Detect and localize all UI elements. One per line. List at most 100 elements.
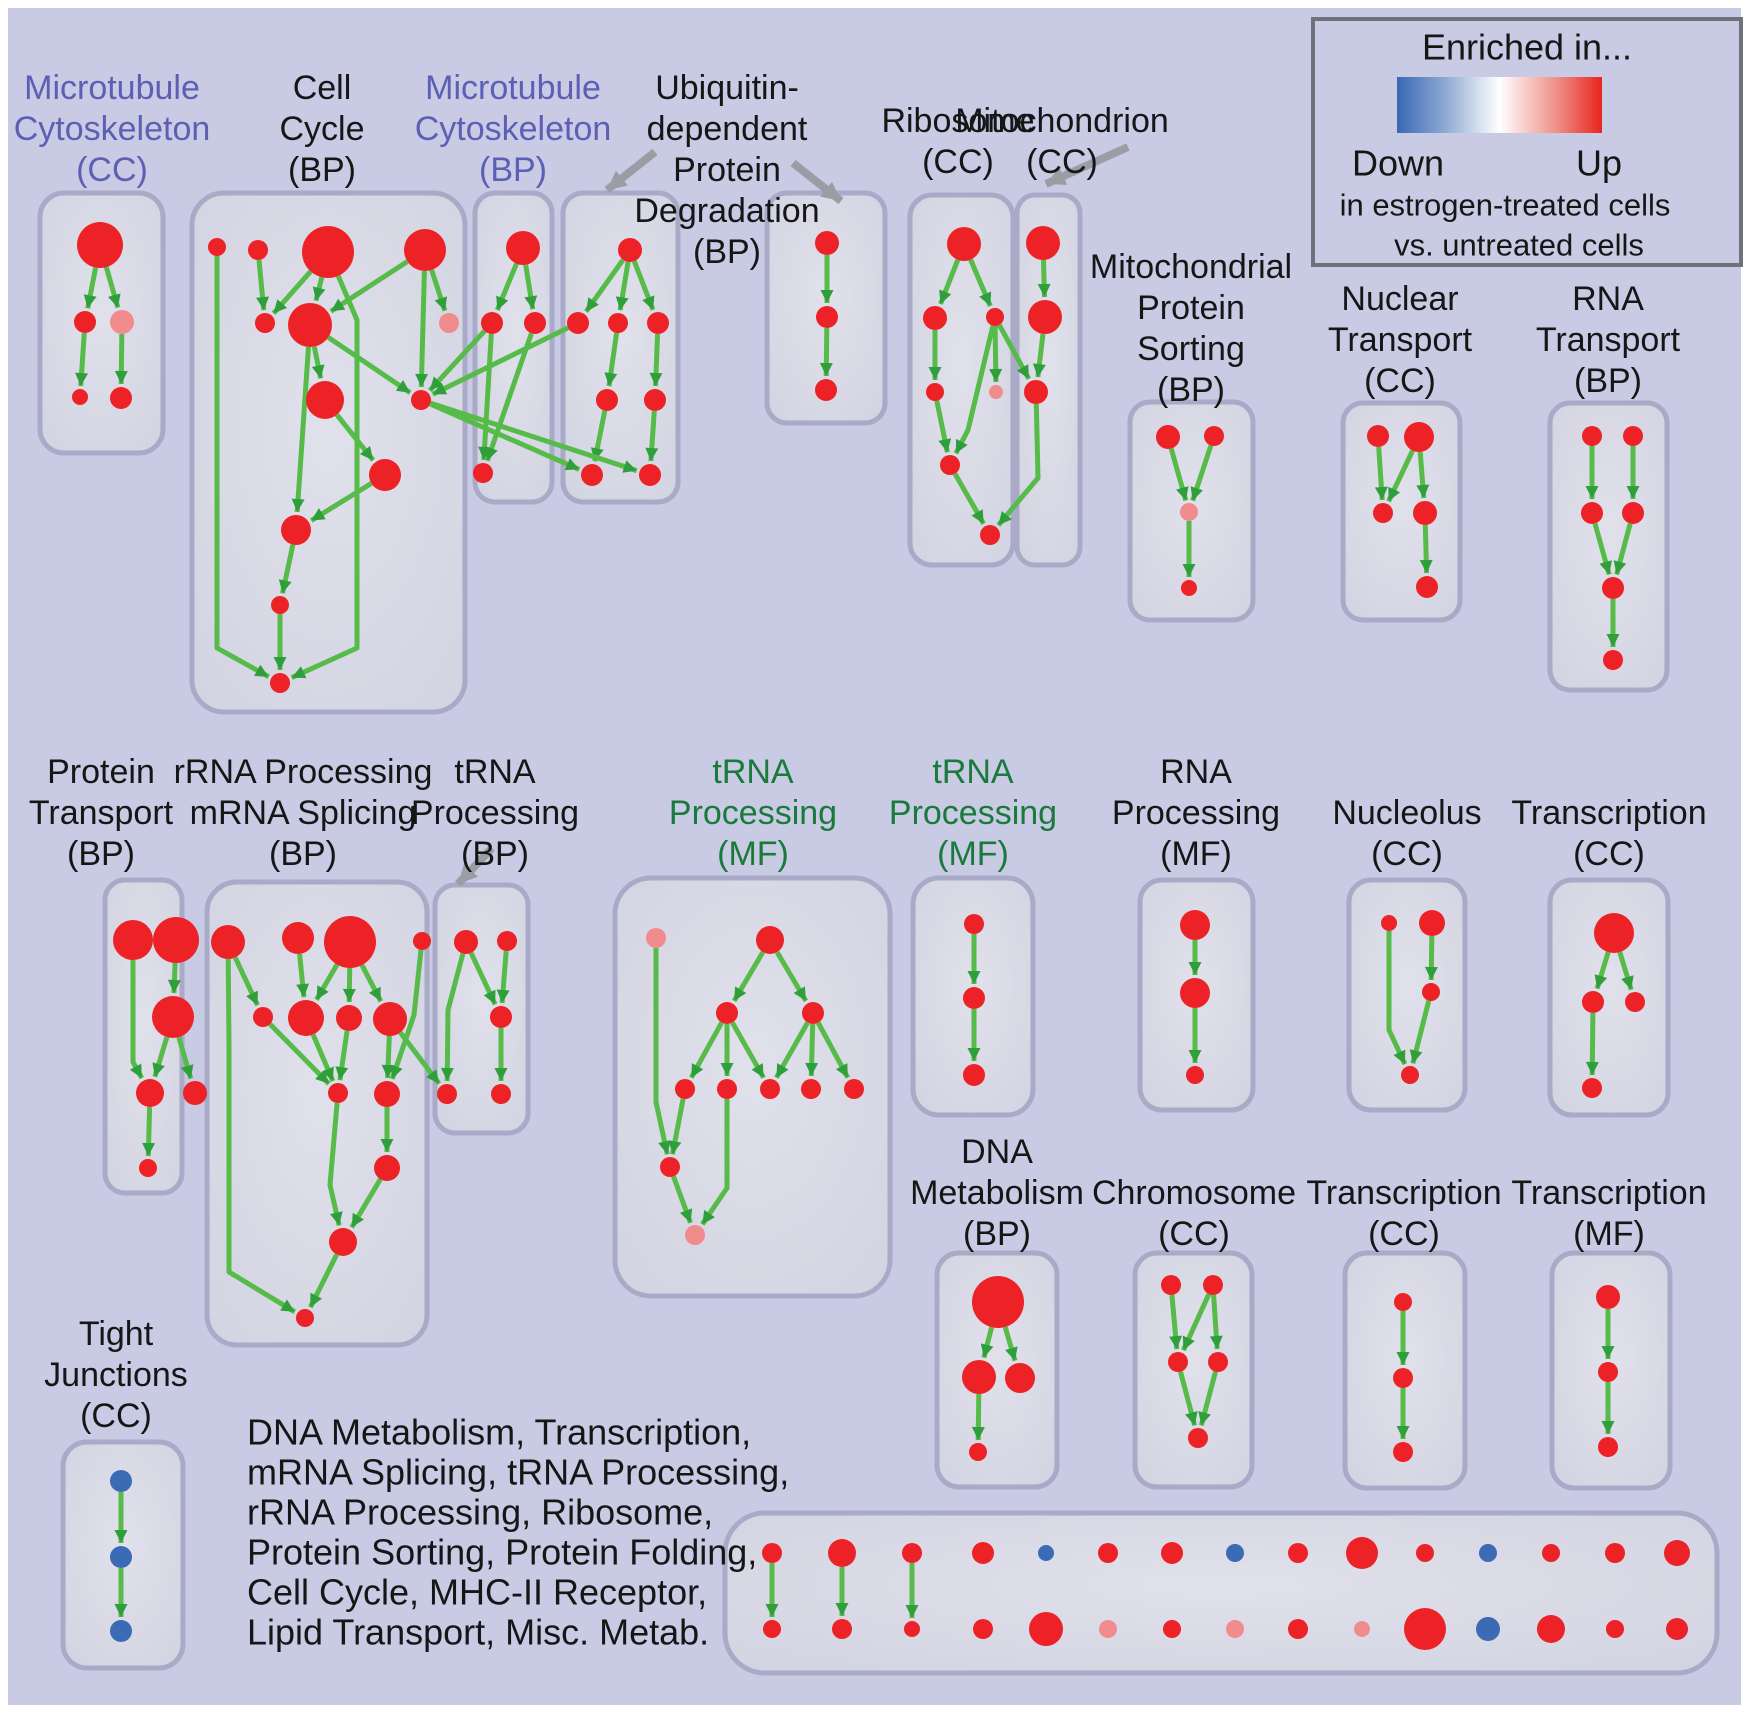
go-term-node-rrna-processing-mrna-splicing-bp-4	[253, 1007, 273, 1027]
edge-rna-transport-bp	[1592, 522, 1612, 576]
legend-title: Enriched in...	[1422, 27, 1632, 68]
cluster-title-transcription-cc-lower: (CC)	[1368, 1215, 1440, 1253]
cluster-title-trna-processing-mf-large: tRNA	[712, 753, 794, 791]
cluster-title-rrna-processing-mrna-splicing-bp: rRNA Processing	[174, 753, 433, 791]
cluster-title-transcription-mf: Transcription	[1511, 1174, 1706, 1212]
edge-trna-processing-bp	[496, 950, 510, 1004]
go-term-node-trna-processing-mf-large-8	[844, 1079, 864, 1099]
cluster-title-rrna-processing-mrna-splicing-bp: mRNA Splicing	[190, 794, 417, 832]
cluster-title-microtubule-cytoskeleton-bp: Microtubule	[425, 69, 601, 107]
go-term-node-microtubule-cytoskeleton-cc-1	[74, 311, 96, 333]
edge-mitochondrion-cc	[1032, 333, 1046, 378]
cluster-title-microtubule-cytoskeleton-cc: (CC)	[76, 151, 148, 189]
edge-dna-metabolism-bp	[1002, 1326, 1018, 1362]
go-term-node-transcription-cc-lower-2	[1393, 1442, 1413, 1462]
labels-layer: MicrotubuleCytoskeleton(CC)CellCycle(BP)…	[14, 69, 1707, 1435]
cluster-title-mitochondrial-protein-sorting-bp: Protein	[1137, 289, 1245, 327]
cross-edge-6	[398, 1030, 442, 1086]
go-term-node-trna-processing-bp-1	[497, 931, 517, 951]
go-term-node-misc-r1-3	[972, 1542, 994, 1564]
cluster-title-ubiquitin-dependent-protein-degradation-bp: Protein	[673, 151, 781, 189]
cross-edge-3	[429, 400, 638, 473]
go-term-node-nuclear-transport-cc-2	[1373, 503, 1393, 523]
edge-transcription-cc-upper	[1585, 1012, 1599, 1076]
edge-nucleolus-cc	[1386, 931, 1408, 1066]
edge-dna-metabolism-bp	[971, 1393, 985, 1441]
go-term-node-misc-r2-1	[832, 1619, 852, 1639]
legend-up-label: Up	[1576, 143, 1622, 184]
go-term-node-protein-transport-bp-1	[153, 917, 199, 963]
edge-trna-processing-bp	[468, 951, 498, 1006]
cluster-title-dna-metabolism-bp: (BP)	[963, 1215, 1031, 1253]
cluster-title-mitochondrial-protein-sorting-bp: Sorting	[1137, 330, 1245, 368]
cross-edge-4	[997, 323, 1031, 381]
go-term-node-chromosome-cc-4	[1188, 1428, 1208, 1448]
go-term-node-mitochondrial-protein-sorting-bp-1	[1204, 426, 1224, 446]
cross-edge-5	[996, 403, 1041, 527]
edge-trna-processing-mf-large	[730, 1021, 766, 1079]
legend-layer: Enriched in... Down Up in estrogen-treated …	[1311, 17, 1743, 267]
go-term-node-rrna-processing-mrna-splicing-bp-7	[373, 1002, 407, 1036]
go-term-node-ribosome-cc-5	[940, 455, 960, 475]
go-term-node-ribosome-cc-6	[980, 525, 1000, 545]
go-term-node-transcription-cc-upper-1	[1582, 991, 1604, 1013]
go-term-node-rrna-processing-mrna-splicing-bp-9	[374, 1081, 400, 1107]
go-term-node-microtubule-cytoskeleton-cc-0	[77, 222, 123, 268]
cluster-title-dna-metabolism-bp: DNA	[961, 1133, 1033, 1171]
cluster-title-chromosome-cc: (CC)	[1158, 1215, 1230, 1253]
edge-rrna-processing-mrna-splicing-bp	[327, 1102, 343, 1226]
go-term-node-ubiquitin-dependent-protein-degradation-bp-1	[567, 312, 589, 334]
category-list-line-0: DNA Metabolism, Transcription,	[247, 1412, 751, 1453]
go-term-node-ribosome-cc-1	[923, 306, 947, 330]
edge-nuclear-transport-cc	[1374, 446, 1388, 501]
go-term-node-rrna-processing-mrna-splicing-bp-3	[413, 932, 431, 950]
edge-microtubule-cytoskeleton-bp	[523, 264, 538, 310]
go-term-node-rrna-processing-mrna-splicing-bp-12	[296, 1309, 314, 1327]
edge-nucleolus-cc	[1424, 935, 1438, 981]
edge-ubiquitin-dependent-protein-degradation-bp	[645, 410, 659, 462]
cluster-title-trna-processing-bp: Processing	[411, 794, 579, 832]
go-term-node-rna-transport-bp-3	[1622, 502, 1644, 524]
legend-subline-2: vs. untreated cells	[1394, 228, 1644, 263]
cluster-title-trna-processing-mf-small: (MF)	[937, 835, 1009, 873]
go-term-node-misc-r1-2	[902, 1543, 922, 1563]
go-term-node-misc-r1-10	[1416, 1544, 1434, 1562]
go-term-node-trna-processing-mf-large-6	[760, 1079, 780, 1099]
go-term-node-rna-processing-mf-0	[1180, 910, 1210, 940]
go-term-node-chromosome-cc-3	[1208, 1352, 1228, 1372]
go-term-node-microtubule-cytoskeleton-cc-2	[110, 310, 134, 334]
go-term-node-trna-processing-mf-large-5	[717, 1079, 737, 1099]
go-term-node-misc-r2-2	[904, 1621, 920, 1637]
go-term-node-trna-processing-mf-large-4	[675, 1079, 695, 1099]
go-term-node-rrna-processing-mrna-splicing-bp-2	[324, 916, 376, 968]
go-term-node-cell-cycle-bp-11	[271, 596, 289, 614]
edge-chromosome-cc	[1209, 1294, 1223, 1350]
go-term-node-cell-cycle-bp-8	[411, 390, 431, 410]
cluster-title-transcription-mf: (MF)	[1573, 1215, 1645, 1253]
go-term-node-transcription-mf-1	[1598, 1362, 1618, 1382]
go-term-node-misc-r1-11	[1479, 1544, 1497, 1562]
go-term-node-cell-cycle-bp-1	[248, 240, 268, 260]
cluster-title-dna-metabolism-bp: Metabolism	[910, 1174, 1084, 1212]
go-term-node-ubiquitin-dependent-protein-degradation-bp-2	[608, 313, 628, 333]
cluster-title-rna-transport-bp: (BP)	[1574, 362, 1642, 400]
legend-gradient-bar	[1397, 77, 1602, 133]
cluster-box-nucleolus-cc	[1346, 877, 1468, 1113]
cluster-title-protein-transport-bp: Protein	[47, 753, 155, 791]
cluster-title-rrna-processing-mrna-splicing-bp: (BP)	[269, 835, 337, 873]
edge-cell-cycle-bp	[214, 256, 270, 679]
cluster-box-nuclear-transport-cc	[1340, 400, 1463, 623]
cluster-title-microtubule-cytoskeleton-cc: Microtubule	[24, 69, 200, 107]
edge-protein-transport-bp	[176, 1036, 194, 1080]
go-term-node-misc-r2-10	[1404, 1608, 1446, 1650]
go-term-node-misc-r1-5	[1098, 1543, 1118, 1563]
cluster-title-mitochondrial-protein-sorting-bp: (BP)	[1157, 371, 1225, 409]
go-term-node-nucleolus-cc-0	[1381, 915, 1397, 931]
go-term-node-nucleolus-cc-1	[1419, 910, 1445, 936]
edge-rna-transport-bp	[1613, 522, 1633, 576]
category-list-line-3: Protein Sorting, Protein Folding,	[247, 1532, 757, 1573]
go-term-node-rna-transport-bp-4	[1602, 577, 1624, 599]
go-term-node-transcription-mf-2	[1598, 1437, 1618, 1457]
go-term-node-trna-processing-bp-4	[491, 1084, 511, 1104]
edge-ubiquitin-dependent-protein-degradation-bp	[604, 332, 620, 387]
